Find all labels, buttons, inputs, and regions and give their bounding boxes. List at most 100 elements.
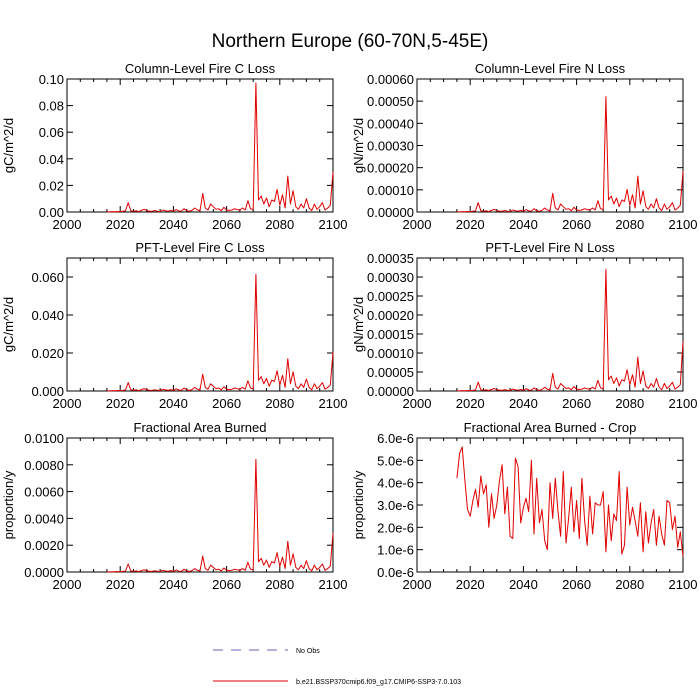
y-tick-label: 0.00005	[367, 365, 414, 380]
x-tick-label: 2080	[265, 396, 294, 411]
x-tick-label: 2060	[562, 396, 591, 411]
y-tick-label: 4.0e-6	[377, 476, 414, 491]
y-tick-label: 0.0100	[24, 431, 64, 446]
x-tick-label: 2100	[669, 577, 698, 592]
y-axis-label: gN/m^2/d	[351, 118, 366, 173]
y-tick-label: 0.00020	[367, 308, 414, 323]
y-tick-label: 0.00040	[367, 116, 414, 131]
y-tick-label: 0.0000	[24, 565, 64, 580]
y-tick-label: 0.00010	[367, 183, 414, 198]
y-tick-label: 0.0020	[24, 538, 64, 553]
y-tick-label: 0.0080	[24, 458, 64, 473]
panel-title: Column-Level Fire C Loss	[125, 61, 276, 76]
x-tick-label: 2000	[403, 396, 432, 411]
plot-frame	[66, 257, 334, 392]
x-tick-label: 2080	[615, 217, 644, 232]
y-tick-label: 0.08	[39, 99, 64, 114]
x-tick-label: 2060	[212, 577, 241, 592]
y-tick-label: 0.040	[31, 308, 64, 323]
x-tick-label: 2100	[669, 217, 698, 232]
panel-title: PFT-Level Fire C Loss	[135, 240, 265, 255]
y-tick-label: 0.00030	[367, 270, 414, 285]
panel-title: Column-Level Fire N Loss	[475, 61, 626, 76]
panel-title: Fractional Area Burned	[134, 420, 267, 435]
y-tick-label: 0.0060	[24, 485, 64, 500]
legend: No Obs b.e21.BSSP370cmip6.f09_g17.CMIP6-…	[213, 648, 461, 686]
y-axis-label: proportion/y	[351, 470, 366, 539]
x-tick-label: 2080	[265, 217, 294, 232]
y-axis-label: gC/m^2/d	[1, 118, 16, 173]
x-tick-label: 2040	[159, 396, 188, 411]
y-tick-label: 0.00000	[367, 384, 414, 399]
x-tick-label: 2020	[106, 217, 135, 232]
series-line	[456, 268, 684, 392]
panel-pft-fire-c-loss: 2000 2020 2040 2060 2080 2100 0.000 0.020 0.040 0…	[1, 240, 347, 411]
x-tick-label: 2100	[319, 217, 348, 232]
series-line	[106, 458, 334, 573]
y-tick-label: 1.0e-6	[377, 543, 414, 558]
y-tick-label: 2.0e-6	[377, 520, 414, 535]
x-tick-label: 2000	[53, 396, 82, 411]
x-tick-label: 2100	[319, 577, 348, 592]
y-tick-label: 0.02	[39, 178, 64, 193]
legend-obs-label: No Obs	[296, 648, 320, 655]
x-tick-label: 2020	[106, 577, 135, 592]
y-axis-label: proportion/y	[1, 470, 16, 539]
y-tick-label: 6.0e-6	[377, 431, 414, 446]
panel-pft-fire-n-loss: 2000 2020 2040 2060 2080 2100 0.00000 0.00005 0.…	[351, 240, 697, 411]
x-tick-label: 2060	[212, 217, 241, 232]
x-tick-label: 2020	[456, 217, 485, 232]
x-tick-label: 2060	[562, 577, 591, 592]
series-line	[106, 273, 334, 392]
x-tick-label: 2080	[265, 577, 294, 592]
panel-col-fire-c-loss: 2000 2020 2040 2060 2080 2100 0.00 0.02 0.04 0.06…	[1, 61, 347, 232]
panel-col-fire-n-loss: 2000 2020 2040 2060 2080 2100 0.00000 0.00010 0.…	[351, 61, 697, 232]
y-tick-label: 0.10	[39, 72, 64, 87]
panels: 2000 2020 2040 2060 2080 2100 0.00 0.02 0.04 0.06…	[1, 61, 697, 592]
y-tick-label: 0.060	[31, 270, 64, 285]
series-line	[456, 96, 684, 213]
y-tick-label: 0.00050	[367, 94, 414, 109]
x-tick-label: 2080	[615, 577, 644, 592]
x-tick-label: 2040	[159, 217, 188, 232]
series-line	[106, 82, 334, 213]
x-tick-label: 2100	[669, 396, 698, 411]
y-axis-label: gC/m^2/d	[1, 297, 16, 352]
y-tick-label: 0.020	[31, 346, 64, 361]
y-axis-label: gN/m^2/d	[351, 297, 366, 352]
series-line	[456, 446, 684, 557]
x-tick-label: 2040	[509, 577, 538, 592]
legend-model-label: b.e21.BSSP370cmip6.f09_g17.CMIP6-SSP3-7.…	[296, 679, 461, 686]
panel-frac-area-burned-crop: 2000 2020 2040 2060 2080 2100 0.0e-6 1.0e-6 2.0e…	[351, 420, 697, 592]
y-tick-label: 0.00000	[367, 205, 414, 220]
x-tick-label: 2040	[159, 577, 188, 592]
panel-title: PFT-Level Fire N Loss	[485, 240, 615, 255]
x-tick-label: 2020	[456, 396, 485, 411]
y-tick-label: 0.00010	[367, 346, 414, 361]
x-tick-label: 2040	[509, 217, 538, 232]
y-tick-label: 0.06	[39, 125, 64, 140]
x-tick-label: 2020	[456, 577, 485, 592]
x-tick-label: 2040	[509, 396, 538, 411]
plot-frame	[66, 437, 334, 573]
x-tick-label: 2000	[403, 217, 432, 232]
y-tick-label: 5.0e-6	[377, 453, 414, 468]
panel-frac-area-burned: 2000 2020 2040 2060 2080 2100 0.0000 0.0020 0.00…	[1, 420, 347, 592]
y-tick-label: 0.0040	[24, 511, 64, 526]
y-tick-label: 3.0e-6	[377, 498, 414, 513]
y-tick-label: 0.04	[39, 152, 64, 167]
y-tick-label: 0.00035	[367, 251, 414, 266]
figure-title: Northern Europe (60-70N,5-45E)	[212, 31, 489, 52]
panel-title: Fractional Area Burned - Crop	[464, 420, 637, 435]
x-tick-label: 2000	[53, 217, 82, 232]
y-tick-label: 0.00020	[367, 161, 414, 176]
y-tick-label: 0.00060	[367, 72, 414, 87]
y-tick-label: 0.00030	[367, 139, 414, 154]
x-tick-label: 2080	[615, 396, 644, 411]
y-tick-label: 0.00025	[367, 289, 414, 304]
y-tick-label: 0.0e-6	[377, 565, 414, 580]
x-tick-label: 2000	[53, 577, 82, 592]
y-tick-label: 0.00015	[367, 327, 414, 342]
y-tick-label: 0.00	[39, 205, 64, 220]
